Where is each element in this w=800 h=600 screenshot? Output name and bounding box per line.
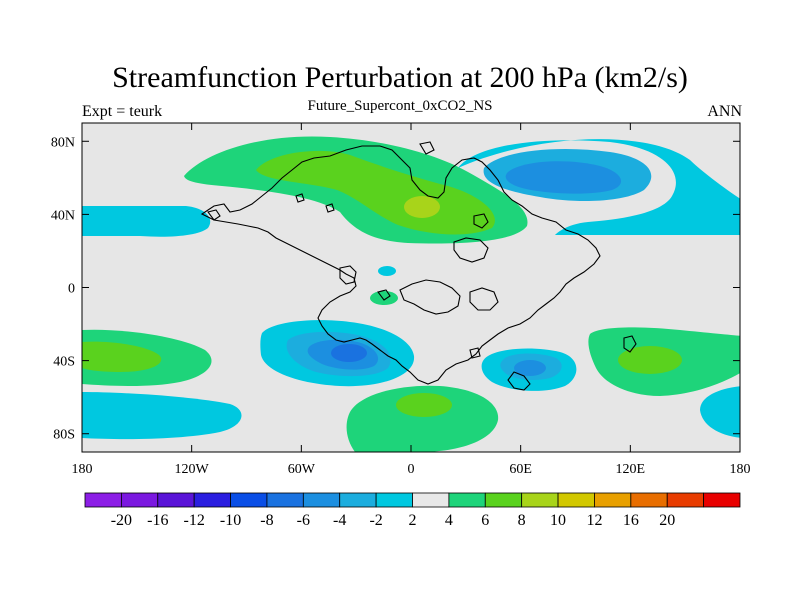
contour-region (82, 206, 211, 237)
island-outline (325, 203, 335, 213)
inner-sea-outline (453, 237, 489, 263)
longitude-axis: 180 120W 60W 0 60E 120E 180 (72, 123, 751, 477)
colorbar-swatch (339, 492, 377, 508)
plot-subtitle: Future_Supercont_0xCO2_NS (307, 98, 493, 114)
colorbar-label: -12 (184, 512, 205, 529)
colorbar-label: 2 (409, 512, 417, 529)
contour-region (458, 139, 740, 235)
colorbar-label: 12 (586, 512, 602, 529)
lat-tick-label: 80S (53, 428, 75, 443)
lat-tick-label: 40N (51, 208, 75, 223)
colorbar-label: -16 (147, 512, 168, 529)
lon-tick-label: 180 (72, 462, 93, 477)
colorbar-swatch (230, 492, 268, 508)
colorbar-label: 20 (659, 512, 675, 529)
supercontinent-outline (200, 145, 601, 385)
island-outline (377, 289, 391, 301)
lon-tick-label: 120W (175, 462, 210, 477)
contour-fill-layer (82, 136, 740, 452)
season-label: ANN (707, 103, 742, 120)
colorbar-swatch (120, 492, 159, 508)
colorbar-label: -2 (369, 512, 382, 529)
colorbar-swatch (412, 492, 450, 508)
island-outline (507, 371, 531, 391)
colorbar-swatch (557, 492, 595, 508)
island-outline (469, 347, 481, 359)
inner-sea-outline (339, 265, 357, 285)
contour-region (82, 392, 242, 440)
experiment-label: Expt = teurk (82, 103, 163, 120)
colorbar-swatch (594, 492, 632, 508)
inner-sea-outline (399, 279, 461, 315)
contour-region (505, 161, 622, 194)
colorbar-swatch (703, 492, 741, 508)
contour-region (346, 385, 499, 452)
colorbar-swatch (448, 492, 486, 508)
lon-tick-label: 120E (616, 462, 646, 477)
colorbar-swatch (375, 492, 413, 508)
island-outline (419, 141, 435, 155)
colorbar-swatch (484, 492, 523, 508)
lat-tick-label: 0 (68, 282, 75, 297)
contour-region (331, 344, 367, 362)
island-outline (207, 209, 221, 221)
lat-tick-label: 80N (51, 135, 75, 150)
island-outline (473, 213, 489, 229)
contour-region (82, 341, 162, 372)
colorbar-swatch (84, 492, 122, 508)
colorbar-label: -10 (220, 512, 241, 529)
colorbar-label: -6 (297, 512, 310, 529)
colorbar-swatch (302, 492, 341, 508)
plot-title: Streamfunction Perturbation at 200 hPa (… (112, 61, 688, 94)
contour-region (618, 346, 682, 374)
contour-region (700, 386, 740, 438)
island-outline (623, 335, 637, 353)
continent-outlines (200, 141, 637, 391)
lon-tick-label: 60W (288, 462, 316, 477)
lat-tick-label: 40S (53, 355, 75, 370)
lon-tick-label: 0 (408, 462, 415, 477)
contour-region (396, 393, 452, 417)
colorbar-label: 6 (481, 512, 489, 529)
contour-region (514, 360, 546, 376)
colorbar-swatch (193, 492, 231, 508)
colorbar-swatch (666, 492, 705, 508)
colorbar-swatch (630, 492, 668, 508)
colorbar: -20 -16 -12 -10 -8 -6 -4 -2 2 4 6 8 10 12 16 20 (84, 492, 741, 529)
colorbar-swatch (521, 492, 559, 508)
inner-sea-outline (469, 287, 499, 311)
lon-tick-label: 180 (730, 462, 751, 477)
island-outline (295, 193, 305, 203)
colorbar-label: -4 (333, 512, 346, 529)
colorbar-label: 8 (518, 512, 526, 529)
colorbar-swatch (157, 492, 195, 508)
contour-region (404, 196, 440, 218)
lon-tick-label: 60E (509, 462, 532, 477)
colorbar-label: -8 (260, 512, 273, 529)
colorbar-label: -20 (111, 512, 132, 529)
colorbar-label: 4 (445, 512, 453, 529)
latitude-axis: 80N 40N 0 40S 80S (51, 135, 740, 443)
colorbar-swatch (266, 492, 304, 508)
contour-region (370, 291, 398, 305)
colorbar-label: 16 (623, 512, 639, 529)
contour-region (378, 266, 396, 276)
colorbar-label: 10 (550, 512, 566, 529)
